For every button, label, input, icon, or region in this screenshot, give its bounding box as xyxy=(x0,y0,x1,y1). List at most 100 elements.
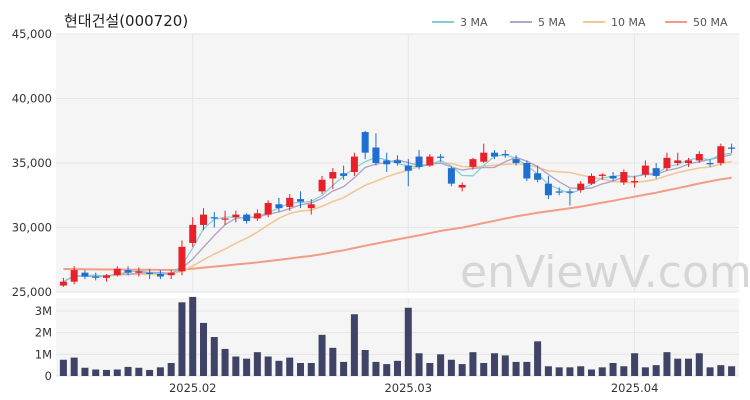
candle-body xyxy=(469,159,477,167)
candle-body xyxy=(81,272,89,277)
candle xyxy=(210,212,218,228)
candle-body xyxy=(307,204,315,209)
candle-body xyxy=(167,272,175,276)
candle-body xyxy=(286,197,294,207)
volume-bar xyxy=(555,367,563,376)
legend-label: 50 MA xyxy=(693,16,728,29)
volume-bar xyxy=(264,356,272,376)
candle xyxy=(587,173,596,185)
volume-bar xyxy=(178,302,186,376)
candle-body xyxy=(243,214,251,222)
volume-bar xyxy=(480,363,488,376)
legend-label: 3 MA xyxy=(460,16,488,29)
candle-body xyxy=(361,132,369,153)
volume-bar xyxy=(534,341,542,376)
volume-axis: 0 1M 2M 3M xyxy=(35,304,52,383)
volume-bar xyxy=(296,363,305,376)
candle-body xyxy=(620,172,628,183)
candle-body xyxy=(490,152,499,157)
candle-body xyxy=(113,268,121,276)
candle xyxy=(318,175,326,194)
candle-body xyxy=(674,160,682,163)
volume-bar xyxy=(221,348,229,376)
chart-title: 현대건설(000720) xyxy=(64,12,188,30)
candle-body xyxy=(728,147,736,149)
candle xyxy=(469,157,477,170)
volume-bar xyxy=(92,369,100,376)
candle xyxy=(426,153,434,167)
volume-bar xyxy=(512,361,520,376)
candle-body xyxy=(221,218,229,220)
candle-body xyxy=(253,213,261,219)
candle-body xyxy=(447,168,455,184)
candle xyxy=(296,191,305,209)
candle-body xyxy=(199,214,208,225)
candle xyxy=(437,153,445,162)
ma10-line xyxy=(63,160,732,283)
candle-body xyxy=(641,165,649,175)
candle xyxy=(490,150,499,160)
volume-bar xyxy=(210,337,218,376)
volume-bar xyxy=(437,354,445,376)
volume-bar xyxy=(372,361,380,376)
candle xyxy=(415,150,423,170)
candle xyxy=(480,143,488,163)
volume-bar xyxy=(199,322,208,376)
candle-body xyxy=(340,173,348,176)
candle-body xyxy=(426,156,434,166)
candle-body xyxy=(652,168,660,176)
price-tick-label: 40,000 xyxy=(12,92,52,106)
candle xyxy=(286,193,294,211)
volume-bar xyxy=(577,366,585,376)
date-tick-label: 2025.04 xyxy=(611,381,659,395)
candle-body xyxy=(189,224,197,243)
volume-bar xyxy=(70,357,78,376)
volume-tick-label: 0 xyxy=(45,369,52,383)
candle xyxy=(512,155,520,166)
candle xyxy=(501,150,509,158)
volume-bar xyxy=(415,353,423,376)
candle-body xyxy=(70,270,78,282)
candle xyxy=(146,268,154,280)
candle xyxy=(393,155,402,166)
ma50-line xyxy=(63,176,732,272)
legend-item: 5 MA xyxy=(510,16,566,29)
candle xyxy=(253,209,261,222)
candle-body xyxy=(102,275,111,278)
legend-item: 10 MA xyxy=(583,16,646,29)
price-tick-label: 45,000 xyxy=(12,27,52,41)
candle-body xyxy=(59,281,67,286)
price-tick-label: 30,000 xyxy=(12,221,52,235)
candle-body xyxy=(275,204,283,209)
candle-body xyxy=(393,160,402,163)
volume-bar xyxy=(307,363,315,376)
volume-bar xyxy=(523,361,531,376)
candle-body xyxy=(210,217,218,219)
candle-body xyxy=(598,174,606,176)
price-tick-label: 25,000 xyxy=(12,285,52,299)
legend-item: 3 MA xyxy=(432,16,488,29)
candle-body xyxy=(232,214,240,218)
candle-body xyxy=(609,175,617,179)
volume-bar xyxy=(652,365,660,376)
candle xyxy=(641,160,649,178)
candle xyxy=(70,266,78,285)
volume-bar xyxy=(361,350,369,376)
legend-label: 5 MA xyxy=(538,16,566,29)
candle xyxy=(189,217,197,247)
candle xyxy=(609,172,617,182)
volume-bar xyxy=(426,363,434,376)
volume-bar xyxy=(124,366,132,376)
volume-bar xyxy=(544,366,552,376)
candle xyxy=(113,266,121,277)
candle xyxy=(631,175,639,188)
volume-bar xyxy=(113,369,121,376)
volume-bar xyxy=(81,367,89,376)
volume-bar xyxy=(587,369,596,376)
candle xyxy=(566,188,574,206)
volume-bar xyxy=(146,369,154,376)
candle xyxy=(598,173,606,180)
candle-body xyxy=(566,191,574,193)
candle-body xyxy=(178,246,186,272)
